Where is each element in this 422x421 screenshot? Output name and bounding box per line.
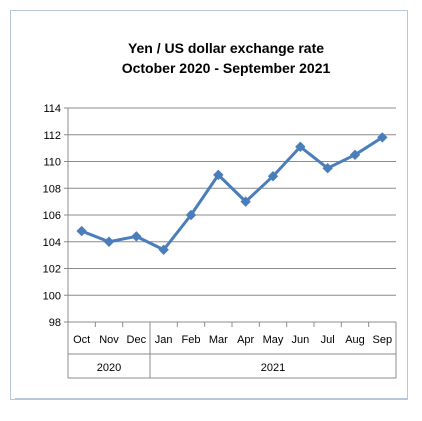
- x-axis-ticks: Oct Nov Dec Jan Feb Mar Apr May Jun Jul Aug Sep 2020…: [67, 322, 397, 374]
- y-tick-label-112: 112: [43, 130, 61, 142]
- y-axis-ticks: 98 100 102 104 106 108 110 112 114: [43, 103, 68, 329]
- data-point-mar: [213, 169, 224, 181]
- x-group-label-2021: 2021: [261, 362, 285, 374]
- x-tick-label-jul: Jul: [321, 334, 335, 346]
- data-point-oct: [76, 225, 87, 237]
- y-tick-label-110: 110: [43, 157, 61, 169]
- x-tick-label-mar: Mar: [209, 334, 228, 346]
- data-point-nov: [103, 236, 115, 247]
- data-point-aug: [349, 149, 361, 161]
- data-point-may: [267, 171, 279, 182]
- bottom-rule: [15, 398, 408, 399]
- x-tick-label-aug: Aug: [345, 334, 365, 346]
- chart-frame: [10, 10, 408, 400]
- y-tick-label-114: 114: [43, 103, 61, 115]
- chart-subtitle: October 2020 - September 2021: [122, 60, 331, 76]
- y-tick-label-98: 98: [49, 317, 61, 329]
- data-point-jul: [322, 162, 333, 174]
- x-tick-label-jan: Jan: [155, 334, 173, 346]
- x-tick-label-sep: Sep: [373, 334, 393, 346]
- gridlines: [68, 107, 396, 323]
- x-tick-label-may: May: [263, 334, 284, 346]
- y-tick-label-106: 106: [43, 210, 61, 222]
- data-point-dec: [131, 231, 142, 242]
- x-tick-label-feb: Feb: [182, 334, 201, 346]
- data-point-feb: [185, 209, 197, 221]
- series-line-0: [81, 136, 384, 252]
- x-tick-label-apr: Apr: [237, 334, 254, 346]
- x-tick-label-jun: Jun: [291, 334, 309, 346]
- y-tick-label-108: 108: [43, 183, 61, 195]
- y-tick-label-104: 104: [43, 237, 61, 249]
- y-tick-label-102: 102: [43, 264, 61, 276]
- data-point-sep: [377, 132, 388, 143]
- series-group: [76, 132, 388, 255]
- chart-title: Yen / US dollar exchange rate: [128, 40, 324, 56]
- x-tick-label-oct: Oct: [73, 334, 90, 346]
- x-tick-label-dec: Dec: [127, 334, 147, 346]
- y-tick-label-100: 100: [43, 290, 61, 302]
- data-point-apr: [240, 196, 251, 207]
- x-group-label-2020: 2020: [97, 362, 121, 374]
- x-tick-label-nov: Nov: [99, 334, 119, 346]
- data-point-jun: [295, 141, 306, 152]
- data-point-jan: [158, 244, 169, 255]
- axes: [67, 108, 397, 379]
